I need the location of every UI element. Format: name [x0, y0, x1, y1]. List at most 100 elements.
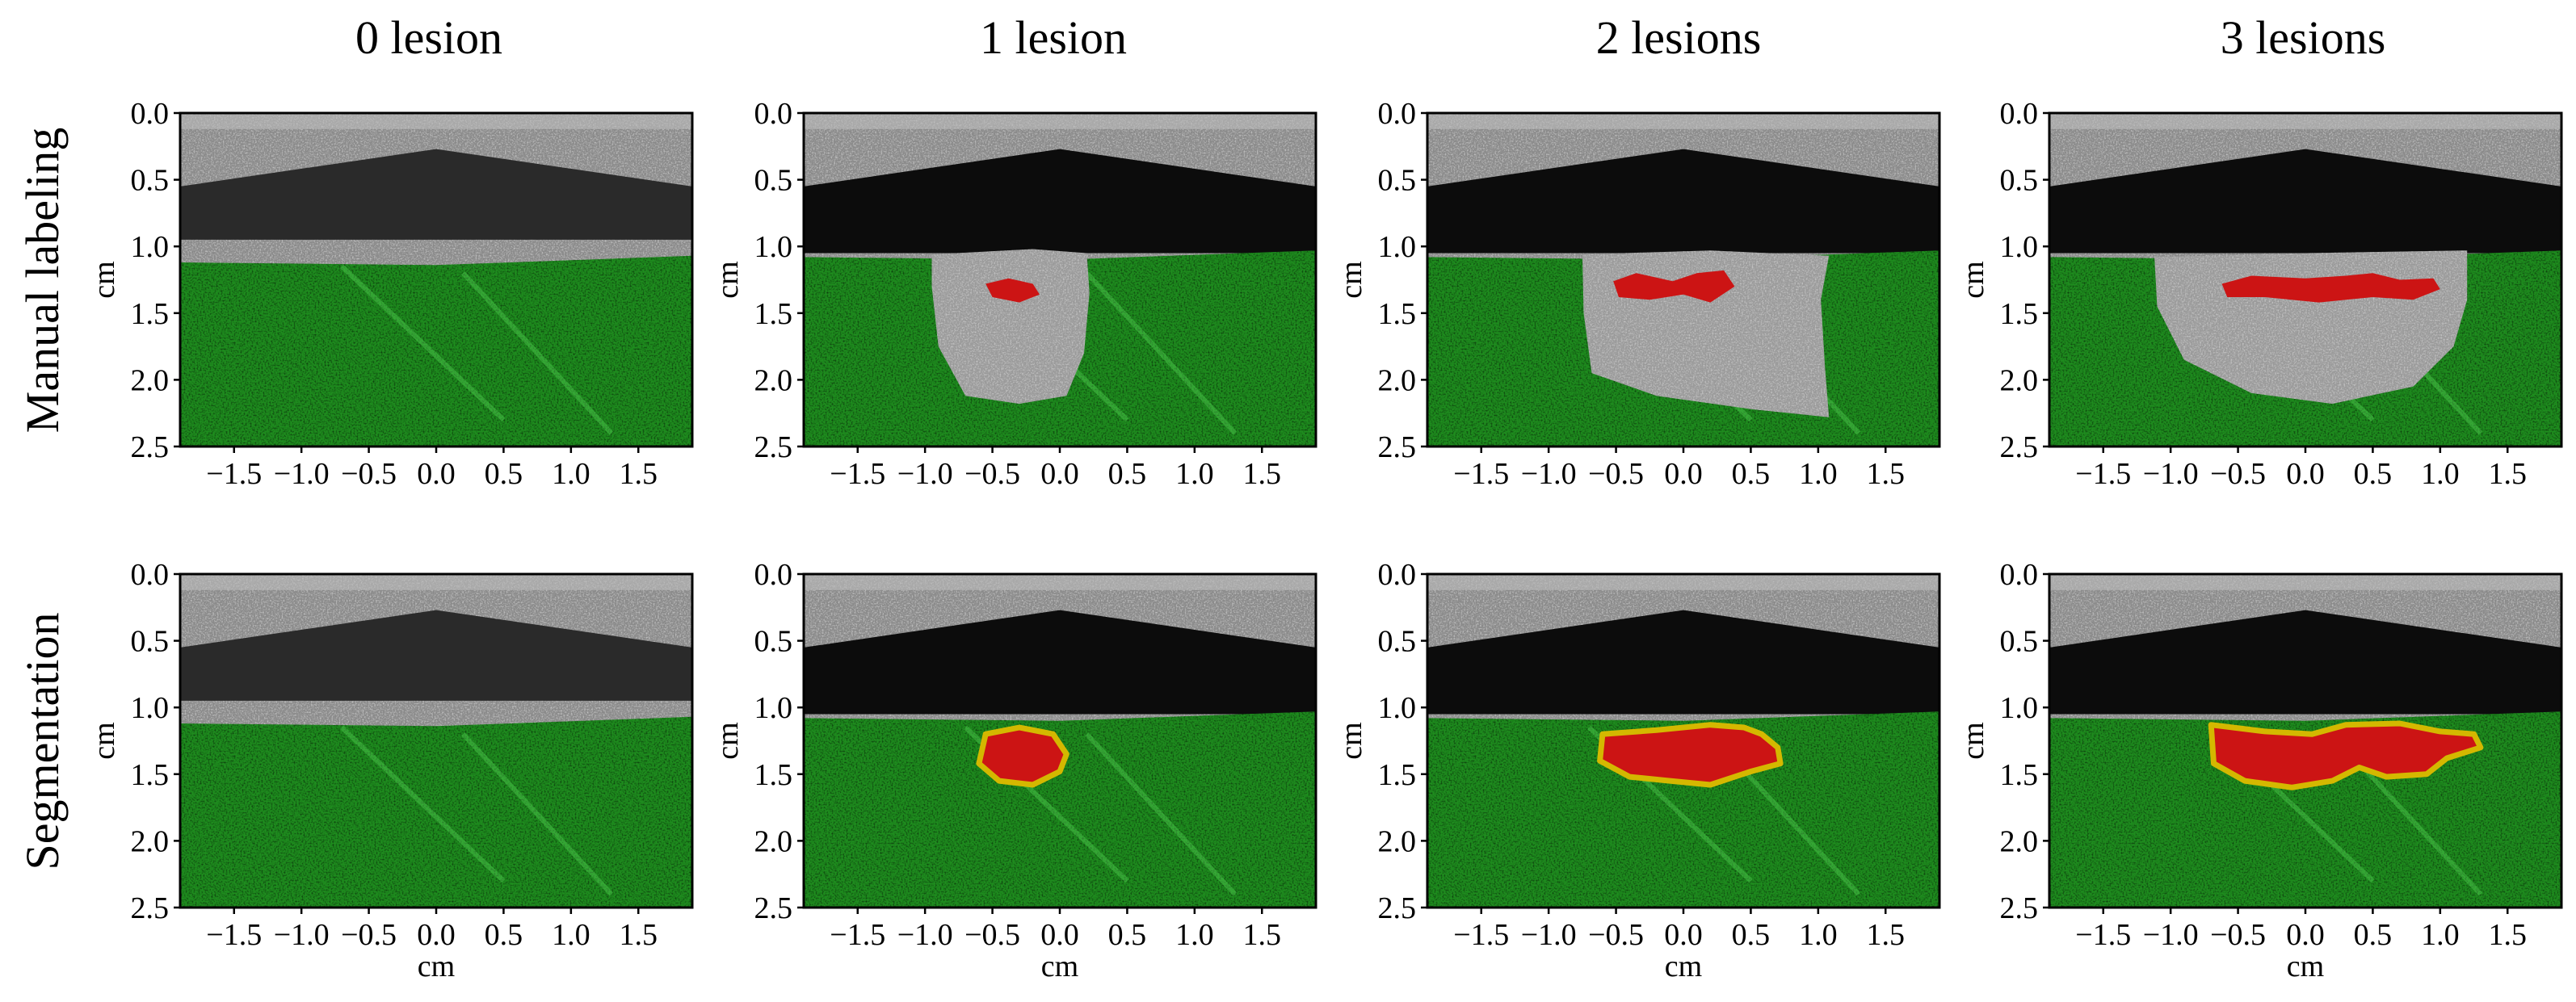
gel-region — [180, 610, 692, 701]
tissue-texture — [1427, 711, 1939, 908]
panel-r1-c1: 0.0 0.5 1.0 1.5 2.0 2.5 −1.5 −1.0 −0.5 0.0 0.5 1.0 1… — [711, 558, 1317, 983]
y-tick-label: 1.0 — [131, 230, 170, 264]
x-tick-label: 1.5 — [1867, 457, 1906, 491]
x-tick-label: 1.5 — [1867, 918, 1906, 952]
panel-r1-c3: 0.0 0.5 1.0 1.5 2.0 2.5 −1.5 −1.0 −0.5 0.0 0.5 1.0 1… — [1956, 558, 2563, 983]
y-axis-label: cm — [1956, 722, 1990, 759]
ultrasound-image — [180, 574, 692, 908]
y-axis-label: cm — [711, 261, 745, 298]
x-tick-label: 0.0 — [2286, 457, 2325, 491]
x-tick-label: 1.0 — [552, 918, 590, 952]
y-tick-label: 0.0 — [2000, 558, 2039, 592]
gel-region — [804, 149, 1316, 254]
y-tick-label: 0.0 — [131, 97, 170, 131]
x-tick-label: 1.0 — [1175, 457, 1214, 491]
x-tick-label: −1.5 — [830, 457, 885, 491]
y-tick-label: 0.5 — [131, 164, 170, 198]
y-tick-label: 1.5 — [754, 297, 793, 331]
transducer-band — [1427, 113, 1939, 129]
y-axis-label: cm — [1956, 261, 1990, 298]
gel-region — [1427, 610, 1939, 715]
x-tick-label: −0.5 — [964, 457, 1020, 491]
ultrasound-image — [804, 574, 1316, 908]
y-tick-label: 0.5 — [2000, 625, 2039, 659]
x-axis-label: cm — [1665, 950, 1702, 983]
y-axis-label: cm — [1334, 722, 1368, 759]
row-label-segmentation: Segmentation — [16, 613, 69, 870]
x-tick-label: 1.0 — [2421, 918, 2460, 952]
panel-r0-c0: 0.0 0.5 1.0 1.5 2.0 2.5 −1.5 −1.0 −0.5 0.0 0.5 1.0 1… — [87, 97, 694, 491]
y-tick-label: 1.5 — [1378, 297, 1417, 331]
y-tick-label: 0.0 — [2000, 97, 2039, 131]
x-tick-label: 1.5 — [1243, 918, 1282, 952]
x-tick-label: −0.5 — [341, 457, 397, 491]
transducer-band — [180, 574, 692, 590]
y-tick-label: 0.5 — [754, 625, 793, 659]
y-axis-label: cm — [711, 722, 745, 759]
panel-r1-c0: 0.0 0.5 1.0 1.5 2.0 2.5 −1.5 −1.0 −0.5 0.0 0.5 1.0 1… — [87, 558, 694, 983]
y-tick-label: 2.0 — [2000, 824, 2039, 858]
y-tick-label: 1.0 — [754, 691, 793, 725]
x-tick-label: −0.5 — [341, 918, 397, 952]
unlabeled-speckle — [931, 249, 1090, 405]
x-axis-label: cm — [1041, 950, 1078, 983]
y-tick-label: 1.0 — [2000, 691, 2039, 725]
x-tick-label: 0.5 — [485, 457, 523, 491]
y-tick-label: 2.5 — [1378, 430, 1417, 464]
transducer-band — [804, 574, 1316, 590]
tissue-streaks — [340, 264, 614, 435]
ultrasound-image — [1427, 113, 1939, 446]
x-tick-label: 1.0 — [1175, 918, 1214, 952]
x-tick-label: 1.5 — [2489, 918, 2528, 952]
tissue-texture — [180, 716, 692, 908]
column-titles: 0 lesion 1 lesion 2 lesions 3 lesions — [355, 11, 2385, 64]
x-tick-label: −1.5 — [830, 918, 885, 952]
ultrasound-image — [804, 113, 1316, 446]
x-tick-label: 0.0 — [2286, 918, 2325, 952]
x-tick-label: 1.0 — [552, 457, 590, 491]
y-tick-label: 1.5 — [131, 297, 170, 331]
y-tick-label: 0.5 — [2000, 164, 2039, 198]
x-tick-label: 0.5 — [1732, 918, 1771, 952]
y-tick-label: 2.0 — [754, 363, 793, 397]
y-tick-label: 2.5 — [131, 891, 170, 925]
y-tick-label: 1.5 — [131, 758, 170, 792]
x-tick-label: −1.5 — [1453, 457, 1509, 491]
x-tick-label: −0.5 — [1588, 918, 1644, 952]
x-axis-label: cm — [418, 950, 455, 983]
y-tick-label: 0.5 — [754, 164, 793, 198]
y-tick-label: 2.5 — [1378, 891, 1417, 925]
panel-r0-c3: 0.0 0.5 1.0 1.5 2.0 2.5 −1.5 −1.0 −0.5 0.0 0.5 1.0 1… — [1956, 97, 2563, 491]
x-tick-label: 0.5 — [1732, 457, 1771, 491]
transducer-band — [2049, 113, 2561, 129]
row-label-manual: Manual labeling — [16, 128, 69, 434]
column-title-2: 2 lesions — [1596, 11, 1762, 64]
y-tick-label: 0.0 — [1378, 97, 1417, 131]
tissue-texture — [180, 255, 692, 446]
x-tick-label: 0.5 — [485, 918, 523, 952]
x-tick-label: 1.5 — [620, 457, 658, 491]
transducer-band — [804, 113, 1316, 129]
ultrasound-image — [180, 113, 692, 446]
x-tick-label: −1.0 — [897, 457, 953, 491]
y-tick-label: 2.0 — [754, 824, 793, 858]
y-tick-label: 0.0 — [1378, 558, 1417, 592]
x-tick-label: −1.5 — [1453, 918, 1509, 952]
x-tick-label: 0.0 — [1040, 457, 1079, 491]
lesion-mask-segmented — [2208, 720, 2484, 790]
x-tick-label: 1.0 — [2421, 457, 2460, 491]
transducer-band — [1427, 574, 1939, 590]
y-tick-label: 1.5 — [1378, 758, 1417, 792]
x-tick-label: −0.5 — [964, 918, 1020, 952]
y-tick-label: 0.0 — [754, 97, 793, 131]
row-labels: Manual labeling Segmentation — [16, 128, 69, 870]
ultrasound-image — [2049, 113, 2561, 446]
x-tick-label: 0.5 — [2354, 918, 2393, 952]
x-tick-label: 0.0 — [1664, 918, 1703, 952]
ultrasound-image — [2049, 574, 2561, 908]
lesion-mask-segmented — [1597, 722, 1784, 788]
y-tick-label: 1.5 — [2000, 297, 2039, 331]
y-tick-label: 2.5 — [131, 430, 170, 464]
y-tick-label: 0.0 — [131, 558, 170, 592]
x-tick-label: −0.5 — [2210, 918, 2266, 952]
